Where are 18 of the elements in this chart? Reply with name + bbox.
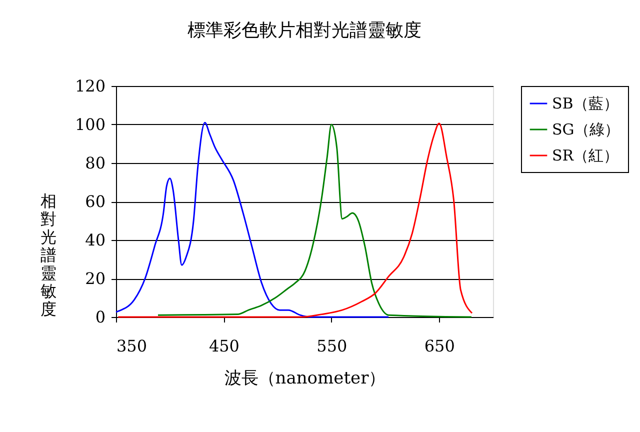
y-tick-label: 100: [74, 115, 106, 134]
legend-label: SG（綠）: [552, 120, 620, 138]
y-tick-label: 0: [95, 308, 106, 326]
x-tick-label: 650: [424, 336, 455, 356]
x-tick-label: 450: [208, 336, 240, 356]
chart-title: 標準彩色軟片相對光譜靈敏度: [188, 20, 422, 41]
x-tick-label: 550: [316, 336, 348, 356]
y-tick-label: 120: [74, 76, 106, 96]
x-tick-label: 350: [116, 336, 148, 356]
y-tick-label: 40: [85, 230, 106, 250]
legend-label: SR（紅）: [552, 146, 619, 164]
y-tick-label: 20: [85, 269, 106, 288]
legend-label: SB（藍）: [552, 94, 618, 112]
y-tick-label: 80: [85, 154, 106, 172]
line-series: [115, 122, 390, 318]
x-axis-title: 波長（nanometer）: [224, 368, 386, 388]
y-axis-title: 相對光譜靈敏度: [40, 192, 56, 318]
y-tick-label: 60: [85, 192, 106, 211]
